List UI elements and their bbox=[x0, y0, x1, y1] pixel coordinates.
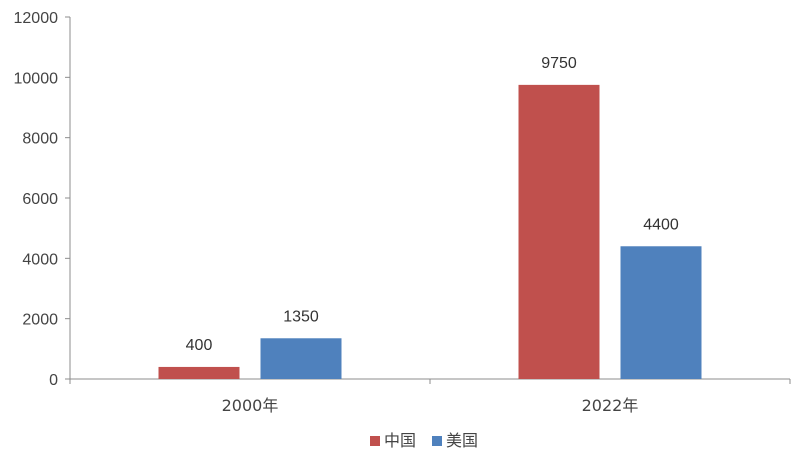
y-axis: 0 2000 4000 6000 8000 10000 12000 bbox=[14, 10, 71, 389]
y-tick-label: 4000 bbox=[22, 251, 58, 268]
y-tick-label: 2000 bbox=[22, 312, 58, 329]
y-tick-label: 0 bbox=[49, 372, 58, 389]
data-label: 9750 bbox=[541, 55, 577, 72]
data-label: 4400 bbox=[643, 216, 679, 233]
data-label: 1350 bbox=[283, 308, 319, 325]
legend: 中国 美国 bbox=[370, 431, 478, 450]
data-label: 400 bbox=[186, 337, 213, 354]
y-tick-label: 10000 bbox=[14, 70, 59, 87]
y-tick-label: 6000 bbox=[22, 191, 58, 208]
bar bbox=[620, 246, 702, 379]
y-tick-label: 12000 bbox=[14, 10, 59, 27]
bar bbox=[260, 338, 342, 379]
legend-label: 中国 bbox=[384, 431, 416, 450]
x-axis: 2000年 2022年 bbox=[69, 378, 791, 415]
x-category-label: 2000年 bbox=[222, 396, 279, 415]
legend-swatch bbox=[432, 436, 442, 446]
legend-swatch bbox=[370, 436, 380, 446]
bars: 400 1350 9750 4400 bbox=[158, 55, 702, 379]
bar bbox=[158, 366, 240, 379]
y-tick-label: 8000 bbox=[22, 131, 58, 148]
x-category-label: 2022年 bbox=[582, 396, 639, 415]
bar bbox=[518, 84, 600, 379]
legend-label: 美国 bbox=[446, 431, 478, 450]
